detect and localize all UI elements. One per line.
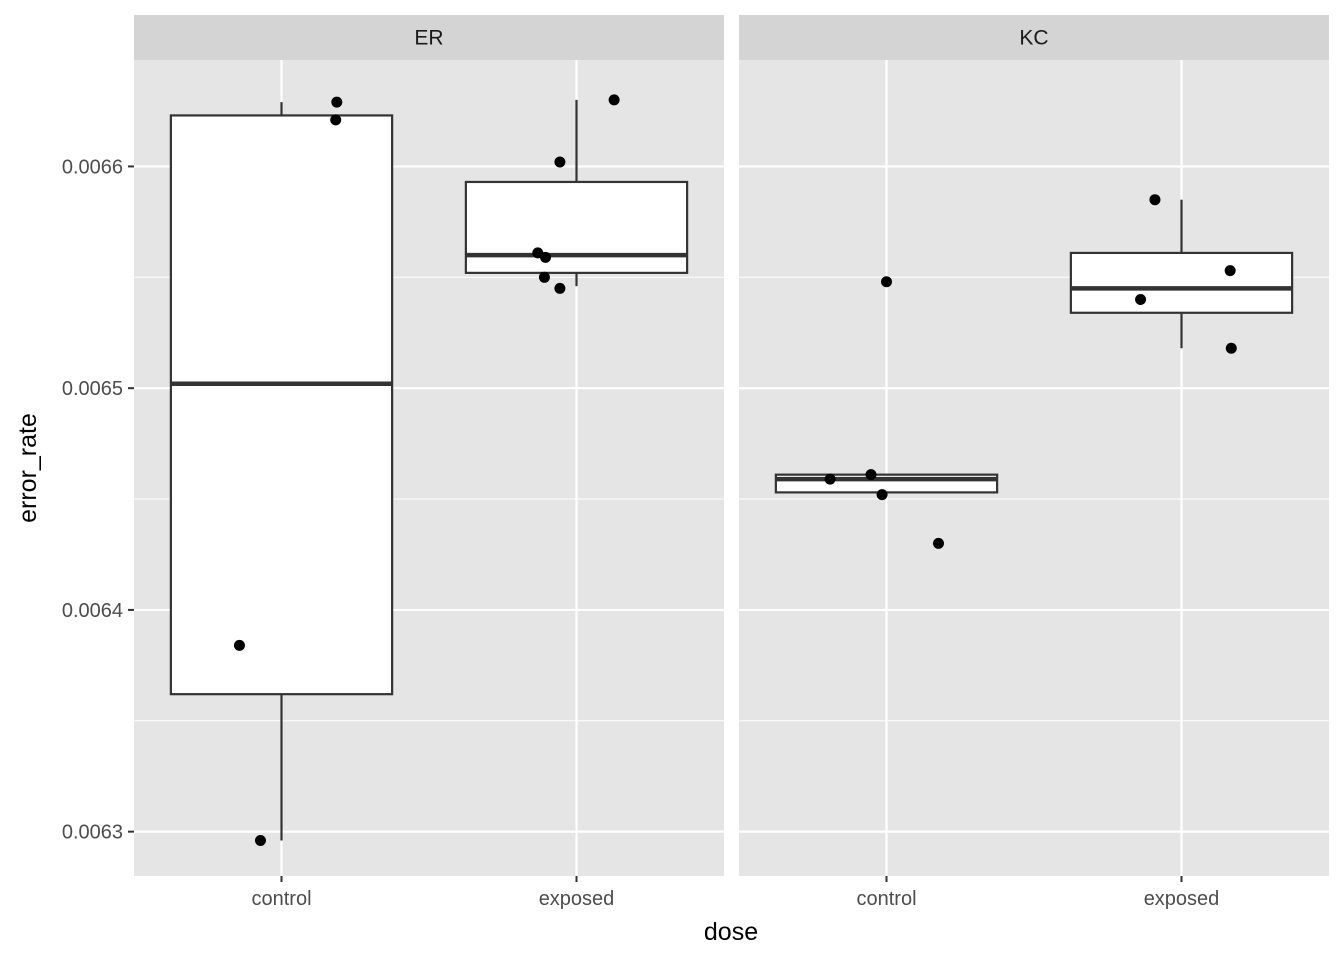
facet-strip bbox=[134, 15, 724, 60]
facet-panel-er: ER control exposed bbox=[134, 15, 724, 910]
data-point bbox=[554, 156, 566, 168]
data-point bbox=[331, 96, 343, 108]
y-tick-label: 0.0064 bbox=[62, 600, 123, 622]
data-point bbox=[881, 276, 892, 288]
x-tick-label: control bbox=[251, 888, 311, 910]
facet-strip-label: KC bbox=[1019, 27, 1048, 50]
data-point bbox=[865, 469, 877, 481]
data-point bbox=[824, 473, 836, 485]
data-point bbox=[254, 835, 266, 847]
y-tick-label: 0.0063 bbox=[62, 822, 123, 844]
data-point bbox=[608, 94, 620, 106]
data-point bbox=[932, 537, 944, 549]
box-exposed bbox=[464, 99, 689, 287]
box-control bbox=[169, 102, 394, 841]
data-point bbox=[540, 251, 552, 263]
box-control bbox=[774, 473, 999, 494]
panel-background bbox=[739, 60, 1329, 876]
box-body bbox=[169, 114, 394, 696]
data-point bbox=[233, 639, 245, 651]
data-point bbox=[330, 114, 342, 126]
data-point bbox=[554, 282, 566, 294]
x-tick-label: exposed bbox=[539, 888, 615, 910]
y-axis: 0.0063 0.0064 0.0065 0.0066 bbox=[62, 156, 134, 844]
data-point bbox=[1135, 293, 1147, 305]
y-tick-label: 0.0065 bbox=[62, 378, 123, 400]
x-axis-title: dose bbox=[704, 918, 758, 946]
facet-strip bbox=[739, 15, 1329, 60]
data-point bbox=[876, 489, 888, 501]
y-tick-label: 0.0066 bbox=[62, 156, 123, 178]
data-point bbox=[538, 271, 550, 283]
data-point bbox=[1149, 194, 1161, 206]
x-tick-label: exposed bbox=[1144, 888, 1220, 910]
box-body bbox=[1069, 251, 1294, 314]
data-point bbox=[1224, 265, 1236, 277]
facet-panels: ER control exposed KC control exposed bbox=[134, 15, 1329, 910]
box-body bbox=[464, 180, 689, 274]
y-axis-title: error_rate bbox=[14, 413, 42, 523]
facet-panel-kc: KC control exposed bbox=[739, 15, 1329, 910]
x-tick-label: control bbox=[856, 888, 916, 910]
facet-strip-label: ER bbox=[414, 27, 443, 50]
box-exposed bbox=[1069, 199, 1294, 349]
data-point bbox=[1225, 342, 1237, 354]
